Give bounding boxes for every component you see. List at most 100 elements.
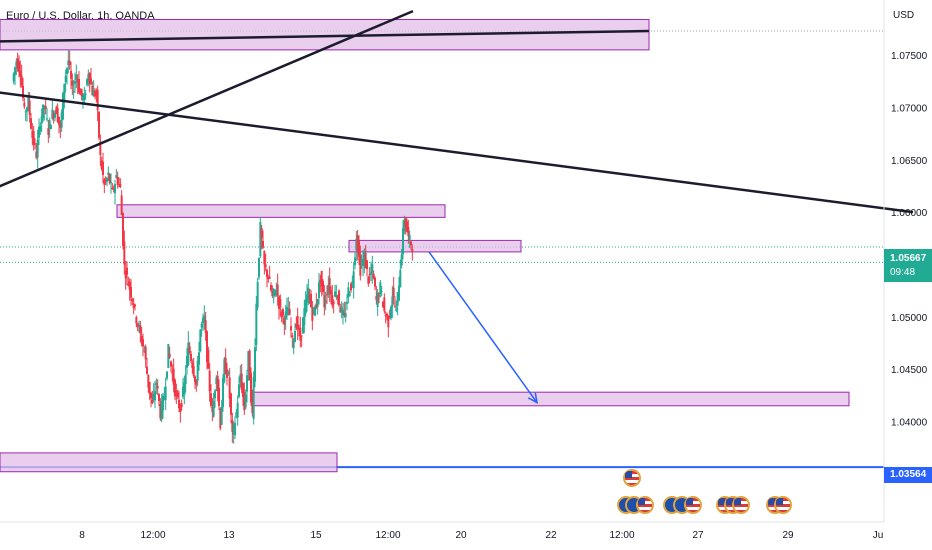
candle-body	[91, 85, 94, 96]
candle-body	[403, 219, 406, 231]
candle-body	[116, 177, 119, 186]
candle-body	[302, 317, 304, 334]
usd-flag-icon[interactable]	[732, 496, 750, 514]
candle-body	[190, 353, 192, 362]
candle-body	[160, 401, 163, 420]
candle-body	[140, 336, 143, 344]
candle-body	[164, 386, 167, 400]
candle-body	[252, 377, 255, 419]
trendline-resistance	[0, 29, 650, 43]
candle-body	[350, 283, 352, 291]
candle-body	[90, 78, 92, 85]
candle-body	[83, 93, 86, 101]
countdown-value: 09:48	[890, 267, 916, 278]
candle-body	[204, 320, 207, 333]
candle-body	[150, 392, 152, 399]
usd-flag-icon[interactable]	[774, 496, 792, 514]
candle-body	[138, 326, 140, 328]
candle-body	[76, 79, 79, 83]
candle-body	[354, 257, 356, 266]
candle-body	[20, 75, 23, 86]
candle-body	[307, 287, 310, 303]
candle-body	[346, 302, 348, 304]
candle-body	[104, 180, 107, 182]
candle-body	[139, 325, 142, 334]
candle-body	[298, 327, 300, 330]
usd-flag-icon[interactable]	[636, 496, 654, 514]
usd-flag-icon[interactable]	[684, 496, 702, 514]
candle-body	[179, 406, 182, 413]
candle-body	[363, 252, 366, 266]
candle-body	[215, 377, 218, 385]
candle-body	[287, 308, 290, 316]
candle-body	[384, 314, 387, 317]
candle-body	[182, 386, 184, 397]
candle-body	[194, 376, 196, 383]
price-tick-label: 1.04500	[891, 365, 928, 376]
candle-body	[52, 113, 55, 118]
candle-body	[258, 257, 260, 278]
candle-body	[271, 291, 274, 297]
candle-body	[232, 423, 235, 435]
usd-flag-icon[interactable]	[623, 469, 641, 487]
candle-body	[27, 97, 30, 109]
candle-body	[348, 293, 351, 296]
candle-body	[84, 93, 87, 95]
candle-body	[176, 392, 179, 398]
candle-body	[228, 377, 231, 399]
candle-body	[239, 374, 242, 383]
candle-body	[291, 335, 294, 338]
candle-body	[96, 90, 99, 111]
price-tick-label: 1.07000	[891, 103, 928, 114]
time-tick-label: 12:00	[140, 530, 165, 541]
candle-body	[278, 296, 280, 309]
candle-body	[26, 107, 28, 112]
candle-body	[382, 301, 384, 308]
candle-body	[70, 70, 72, 79]
candle-body	[18, 61, 20, 72]
candle-body	[35, 151, 38, 158]
candle-body	[314, 306, 316, 316]
candle-body	[308, 295, 311, 298]
time-tick-label: 29	[782, 530, 794, 541]
candle-body	[16, 58, 19, 70]
candle-body	[295, 324, 298, 328]
candle-body	[300, 335, 303, 337]
candle-body	[123, 241, 126, 265]
candle-body	[288, 308, 291, 315]
candle-body	[372, 273, 375, 279]
candle-body	[255, 303, 258, 345]
candle-body	[234, 423, 236, 436]
candle-body	[386, 313, 388, 317]
candle-body	[15, 61, 18, 67]
candle-body	[94, 92, 96, 97]
price-zone	[348, 239, 522, 253]
candle-body	[46, 118, 48, 120]
candle-body	[78, 78, 80, 93]
candle-body	[100, 160, 103, 169]
candle-body	[338, 290, 340, 306]
candle-body	[328, 278, 331, 294]
candle-body	[315, 303, 318, 308]
candle-body	[119, 183, 122, 188]
candle-body	[107, 172, 110, 175]
candle-body	[170, 361, 172, 367]
candle-body	[326, 294, 328, 296]
candle-body	[392, 287, 395, 297]
candle-body	[136, 323, 139, 327]
candle-body	[75, 74, 78, 80]
candle-body	[36, 139, 39, 158]
candle-body	[115, 175, 118, 179]
candle-body	[292, 339, 295, 349]
candle-body	[394, 305, 396, 307]
time-tick-label: 20	[455, 530, 467, 541]
candle-body	[262, 241, 264, 248]
candle-body	[127, 283, 130, 286]
candle-body	[407, 227, 410, 236]
candle-body	[227, 372, 230, 374]
candle-body	[203, 315, 206, 322]
candle-body	[247, 351, 250, 372]
candle-body	[383, 297, 386, 312]
time-tick-label: 15	[310, 530, 322, 541]
